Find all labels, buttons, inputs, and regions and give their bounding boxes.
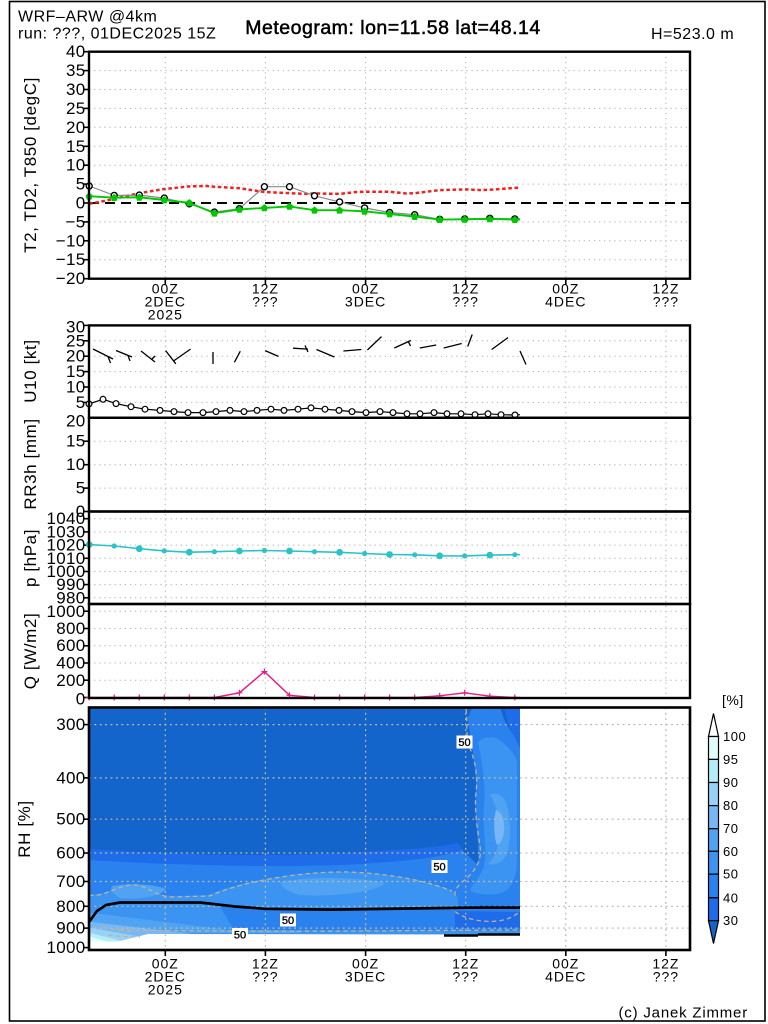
svg-text:400: 400 — [56, 768, 85, 787]
svg-text:12Z: 12Z — [652, 956, 679, 972]
svg-text:1020: 1020 — [46, 536, 85, 555]
svg-text:30: 30 — [66, 80, 86, 99]
svg-text:Meteogram: lon=11.58 lat=48.14: Meteogram: lon=11.58 lat=48.14 — [245, 17, 540, 39]
svg-text:4DEC: 4DEC — [545, 969, 586, 985]
svg-text:600: 600 — [56, 636, 85, 655]
svg-text:00Z: 00Z — [552, 281, 579, 297]
svg-text:80: 80 — [723, 798, 738, 813]
svg-text:30: 30 — [723, 913, 738, 928]
svg-text:−10: −10 — [56, 231, 86, 250]
svg-text:15: 15 — [66, 362, 86, 381]
svg-text:95: 95 — [723, 752, 738, 767]
svg-text:???: ??? — [453, 294, 479, 310]
svg-text:12Z: 12Z — [652, 281, 679, 297]
svg-text:4DEC: 4DEC — [545, 294, 586, 310]
svg-text:p [hPa]: p [hPa] — [21, 529, 40, 587]
svg-text:50: 50 — [433, 862, 445, 874]
svg-text:2DEC: 2DEC — [145, 969, 186, 985]
svg-text:25: 25 — [66, 99, 86, 118]
svg-text:20: 20 — [66, 118, 86, 137]
svg-text:300: 300 — [56, 715, 85, 734]
svg-text:(c) Janek Zimmer: (c) Janek Zimmer — [619, 1005, 748, 1022]
svg-text:40: 40 — [723, 890, 738, 905]
svg-text:3DEC: 3DEC — [345, 294, 386, 310]
svg-text:−5: −5 — [66, 212, 86, 231]
svg-text:10: 10 — [66, 156, 86, 175]
svg-text:10: 10 — [66, 378, 86, 397]
svg-text:1030: 1030 — [46, 522, 85, 541]
svg-text:1000: 1000 — [46, 602, 85, 621]
svg-text:70: 70 — [723, 821, 738, 836]
svg-text:900: 900 — [56, 919, 85, 938]
svg-text:90: 90 — [723, 775, 738, 790]
svg-text:1010: 1010 — [46, 549, 85, 568]
svg-text:50: 50 — [458, 737, 470, 749]
svg-text:???: ??? — [252, 294, 278, 310]
svg-text:00Z: 00Z — [352, 281, 379, 297]
svg-text:50: 50 — [282, 915, 294, 927]
svg-text:3DEC: 3DEC — [345, 969, 386, 985]
svg-text:10: 10 — [66, 455, 86, 474]
svg-text:5: 5 — [76, 393, 86, 412]
svg-text:15: 15 — [66, 137, 86, 156]
svg-text:20: 20 — [66, 347, 86, 366]
svg-text:Q [W/m2]: Q [W/m2] — [21, 613, 40, 690]
svg-text:700: 700 — [56, 872, 85, 891]
svg-text:1000: 1000 — [46, 562, 85, 581]
svg-text:990: 990 — [56, 575, 85, 594]
svg-text:???: ??? — [653, 969, 679, 985]
svg-text:600: 600 — [56, 844, 85, 863]
svg-text:2025: 2025 — [148, 982, 183, 998]
svg-text:0: 0 — [76, 690, 86, 709]
svg-text:00Z: 00Z — [352, 956, 379, 972]
svg-text:00Z: 00Z — [552, 956, 579, 972]
svg-text:−15: −15 — [56, 250, 86, 269]
svg-text:60: 60 — [723, 844, 738, 859]
svg-text:1000: 1000 — [46, 938, 85, 957]
svg-text:980: 980 — [56, 588, 85, 607]
svg-text:00Z: 00Z — [152, 956, 179, 972]
svg-text:0: 0 — [76, 194, 86, 213]
svg-text:15: 15 — [66, 432, 86, 451]
svg-text:25: 25 — [66, 331, 86, 350]
svg-text:WRF–ARW @4km: WRF–ARW @4km — [18, 9, 157, 26]
svg-text:30: 30 — [66, 317, 86, 336]
svg-text:RR3h [mm]: RR3h [mm] — [21, 418, 40, 509]
svg-text:00Z: 00Z — [152, 281, 179, 297]
svg-text:800: 800 — [56, 897, 85, 916]
svg-text:12Z: 12Z — [252, 956, 279, 972]
svg-text:500: 500 — [56, 810, 85, 829]
svg-text:5: 5 — [76, 479, 86, 498]
svg-text:H=523.0 m: H=523.0 m — [651, 26, 734, 43]
svg-text:12Z: 12Z — [452, 281, 479, 297]
svg-text:1040: 1040 — [46, 509, 85, 528]
svg-text:U10 [kt]: U10 [kt] — [21, 339, 40, 402]
svg-text:???: ??? — [453, 969, 479, 985]
svg-text:[%]: [%] — [722, 692, 744, 708]
svg-text:T2, TD2, T850 [degC]: T2, TD2, T850 [degC] — [21, 77, 40, 253]
svg-text:35: 35 — [66, 61, 86, 80]
svg-text:2DEC: 2DEC — [145, 294, 186, 310]
svg-text:5: 5 — [76, 175, 86, 194]
svg-text:0: 0 — [76, 502, 86, 521]
svg-text:40: 40 — [66, 42, 86, 61]
svg-text:400: 400 — [56, 654, 85, 673]
svg-text:50: 50 — [723, 867, 738, 882]
svg-text:???: ??? — [252, 969, 278, 985]
svg-text:50: 50 — [234, 930, 246, 942]
svg-text:run: ???, 01DEC2025 15Z: run: ???, 01DEC2025 15Z — [18, 26, 216, 43]
svg-text:12Z: 12Z — [252, 281, 279, 297]
svg-text:200: 200 — [56, 671, 85, 690]
svg-text:−20: −20 — [56, 269, 86, 288]
svg-text:20: 20 — [66, 412, 86, 431]
svg-text:2025: 2025 — [148, 307, 183, 323]
svg-text:RH [%]: RH [%] — [15, 800, 34, 857]
svg-text:12Z: 12Z — [452, 956, 479, 972]
svg-text:800: 800 — [56, 619, 85, 638]
svg-text:???: ??? — [653, 294, 679, 310]
svg-text:100: 100 — [723, 729, 746, 744]
